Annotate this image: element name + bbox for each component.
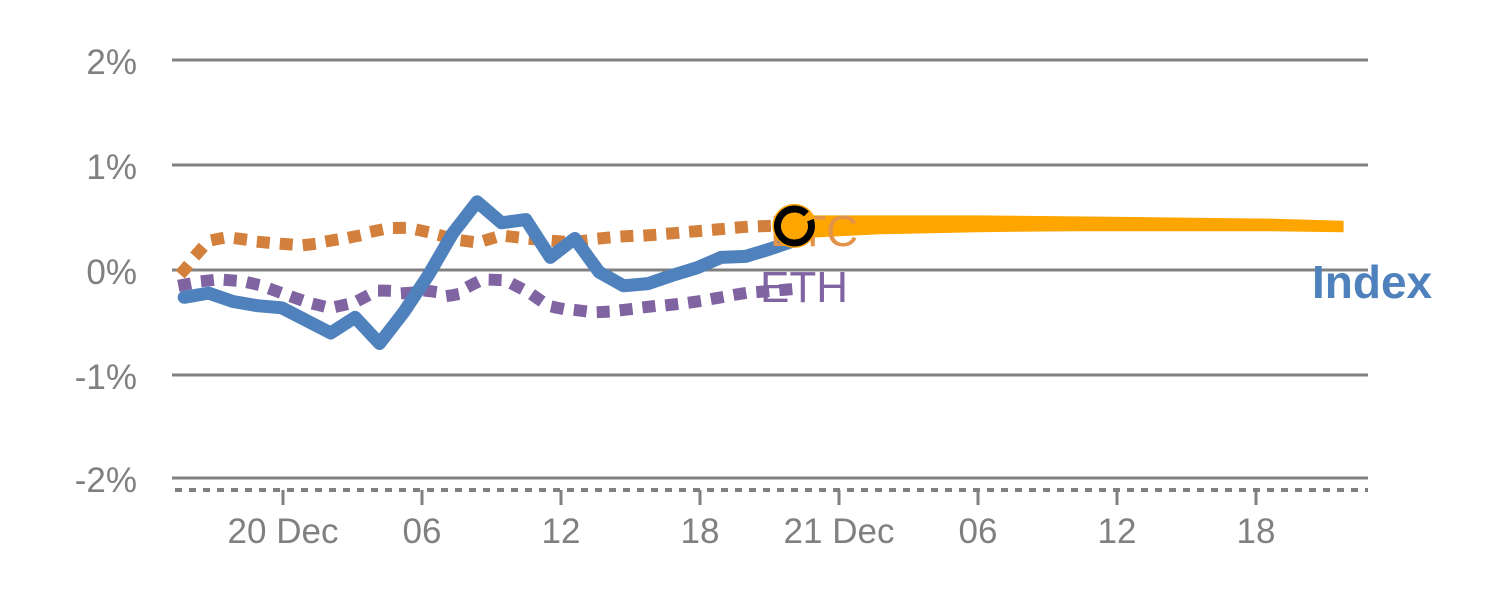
series-label-index: Index: [1312, 256, 1433, 308]
y-tick-label-3: -1%: [75, 358, 137, 397]
x-tick-label-1: 06: [403, 512, 442, 551]
gridlines: [172, 58, 1368, 480]
series-forecast-band: [794, 215, 1344, 239]
series-label-eth: ETH: [760, 263, 848, 312]
y-tick-label-2: 0%: [86, 253, 137, 292]
series-line-index: [177, 195, 801, 350]
y-tick-label-4: -2%: [75, 461, 137, 500]
series-line-eth: [177, 273, 801, 319]
x-tick-label-2: 12: [542, 512, 581, 551]
series-line-btc: [175, 218, 801, 279]
x-tick-label-0: 20 Dec: [228, 512, 339, 551]
loading-spinner-icon[interactable]: [772, 203, 817, 248]
x-tick-label-4: 21 Dec: [784, 512, 895, 551]
x-tick-label-5: 06: [959, 512, 998, 551]
spinner-ring-arc: [773, 205, 815, 247]
x-axis-labels: 20 Dec 06 12 18 21 Dec 06 12 18: [228, 512, 1276, 551]
x-tick-label-6: 12: [1098, 512, 1137, 551]
y-tick-label-1: 1%: [86, 148, 137, 187]
y-axis-labels: 2% 1% 0% -1% -2%: [75, 43, 137, 500]
series-layer: [175, 195, 1344, 350]
major-ticks: [281, 490, 1258, 505]
x-tick-label-3: 18: [681, 512, 720, 551]
x-tick-label-7: 18: [1237, 512, 1276, 551]
y-tick-label-0: 2%: [86, 43, 137, 82]
